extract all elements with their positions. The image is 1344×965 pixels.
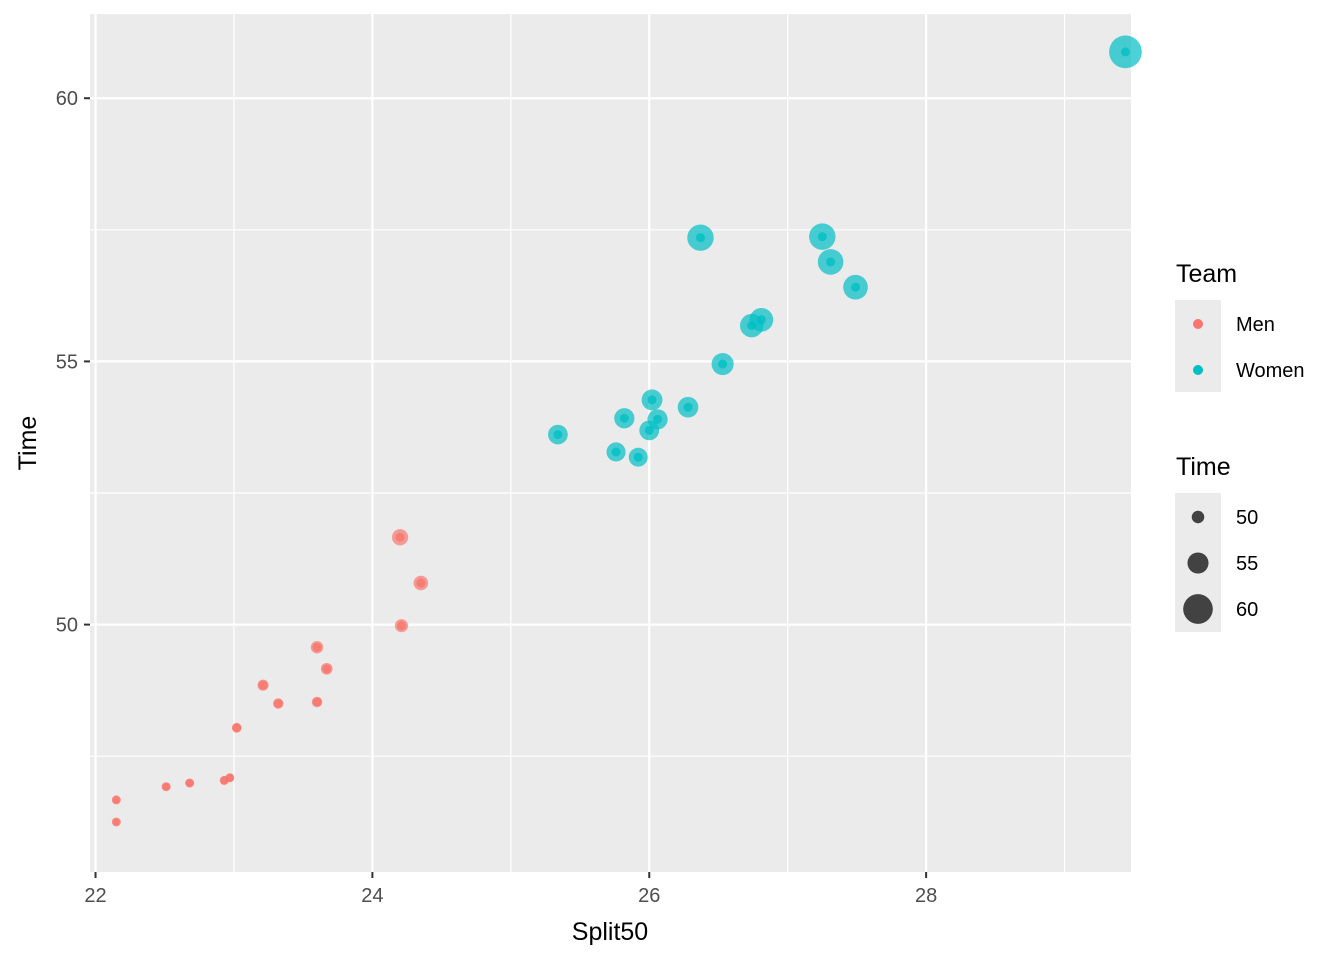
- y-tick-label: 60: [56, 88, 78, 110]
- x-axis-ticks: 22 24 26 28: [84, 872, 937, 907]
- x-tick-label: 24: [361, 885, 383, 907]
- point-center-men: [273, 699, 283, 709]
- x-axis-title: Split50: [572, 918, 648, 946]
- point-center-women: [695, 233, 705, 243]
- point-center-women: [653, 414, 663, 424]
- y-tick-label: 50: [56, 615, 78, 637]
- legend-team-items: Men Women: [1193, 314, 1305, 382]
- point-center-men: [395, 532, 405, 542]
- point-center-men: [322, 664, 332, 674]
- x-tick-label: 28: [915, 885, 937, 907]
- point-center-women: [1120, 47, 1130, 57]
- point-center-men: [111, 795, 121, 805]
- legend-size-label: 60: [1236, 599, 1258, 621]
- major-gridlines: [90, 14, 1131, 872]
- legend-size-label: 50: [1236, 507, 1258, 529]
- legend-time-title: Time: [1176, 453, 1231, 481]
- point-center-women: [718, 359, 728, 369]
- legend-key-men: [1193, 319, 1203, 329]
- legend-label-men: Men: [1236, 314, 1275, 336]
- point-center-men: [232, 723, 242, 733]
- point-center-women: [633, 452, 643, 462]
- point-center-men: [312, 642, 322, 652]
- point-center-men: [185, 778, 195, 788]
- point-center-women: [611, 447, 621, 457]
- legend-size-key: [1183, 594, 1213, 624]
- legend-key-women: [1193, 365, 1203, 375]
- point-center-women: [817, 232, 827, 242]
- point-center-women: [826, 257, 836, 267]
- legend-size-key: [1191, 510, 1205, 524]
- point-center-men: [111, 817, 121, 827]
- y-tick-label: 55: [56, 351, 78, 373]
- legend-team-keys-bg: [1175, 300, 1221, 392]
- point-center-men: [312, 697, 322, 707]
- point-center-women: [619, 413, 629, 423]
- point-center-women: [756, 315, 766, 325]
- point-center-women: [647, 395, 657, 405]
- data-points: [111, 35, 1142, 827]
- point-center-men: [396, 621, 406, 631]
- x-tick-label: 22: [84, 885, 106, 907]
- legend-time: Time 50 55 60: [1175, 453, 1258, 632]
- legend-time-items: 50 55 60: [1183, 507, 1258, 624]
- point-center-women: [644, 425, 654, 435]
- point-center-men: [416, 578, 426, 588]
- point-center-women: [851, 282, 861, 292]
- point-center-men: [161, 782, 171, 792]
- point-center-women: [683, 402, 693, 412]
- y-axis-ticks: 50 55 60: [56, 88, 90, 637]
- legend-team: Team Men Women: [1175, 260, 1305, 392]
- point-center-men: [225, 773, 235, 783]
- legend-team-title: Team: [1176, 260, 1237, 288]
- legend-size-key: [1187, 552, 1209, 574]
- x-tick-label: 26: [638, 885, 660, 907]
- legend-label-women: Women: [1236, 360, 1305, 382]
- point-center-women: [553, 430, 563, 440]
- minor-gridlines: [90, 14, 1131, 872]
- point-center-men: [258, 680, 268, 690]
- plot-panel: [90, 14, 1131, 872]
- legend-size-label: 55: [1236, 553, 1258, 575]
- y-axis-title: Time: [14, 416, 42, 471]
